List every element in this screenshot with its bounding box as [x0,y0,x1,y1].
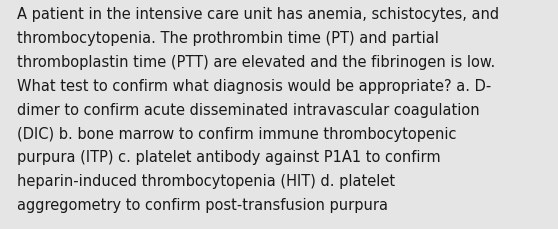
Text: A patient in the intensive care unit has anemia, schistocytes, and: A patient in the intensive care unit has… [17,7,499,22]
Text: (DIC) b. bone marrow to confirm immune thrombocytopenic: (DIC) b. bone marrow to confirm immune t… [17,126,456,141]
Text: thromboplastin time (PTT) are elevated and the fibrinogen is low.: thromboplastin time (PTT) are elevated a… [17,55,495,69]
Text: What test to confirm what diagnosis would be appropriate? a. D-: What test to confirm what diagnosis woul… [17,78,491,93]
Text: aggregometry to confirm post-transfusion purpura: aggregometry to confirm post-transfusion… [17,197,388,212]
Text: thrombocytopenia. The prothrombin time (PT) and partial: thrombocytopenia. The prothrombin time (… [17,31,439,46]
Text: dimer to confirm acute disseminated intravascular coagulation: dimer to confirm acute disseminated intr… [17,102,479,117]
Text: purpura (ITP) c. platelet antibody against P1A1 to confirm: purpura (ITP) c. platelet antibody again… [17,150,440,165]
Text: heparin-induced thrombocytopenia (HIT) d. platelet: heparin-induced thrombocytopenia (HIT) d… [17,174,395,188]
